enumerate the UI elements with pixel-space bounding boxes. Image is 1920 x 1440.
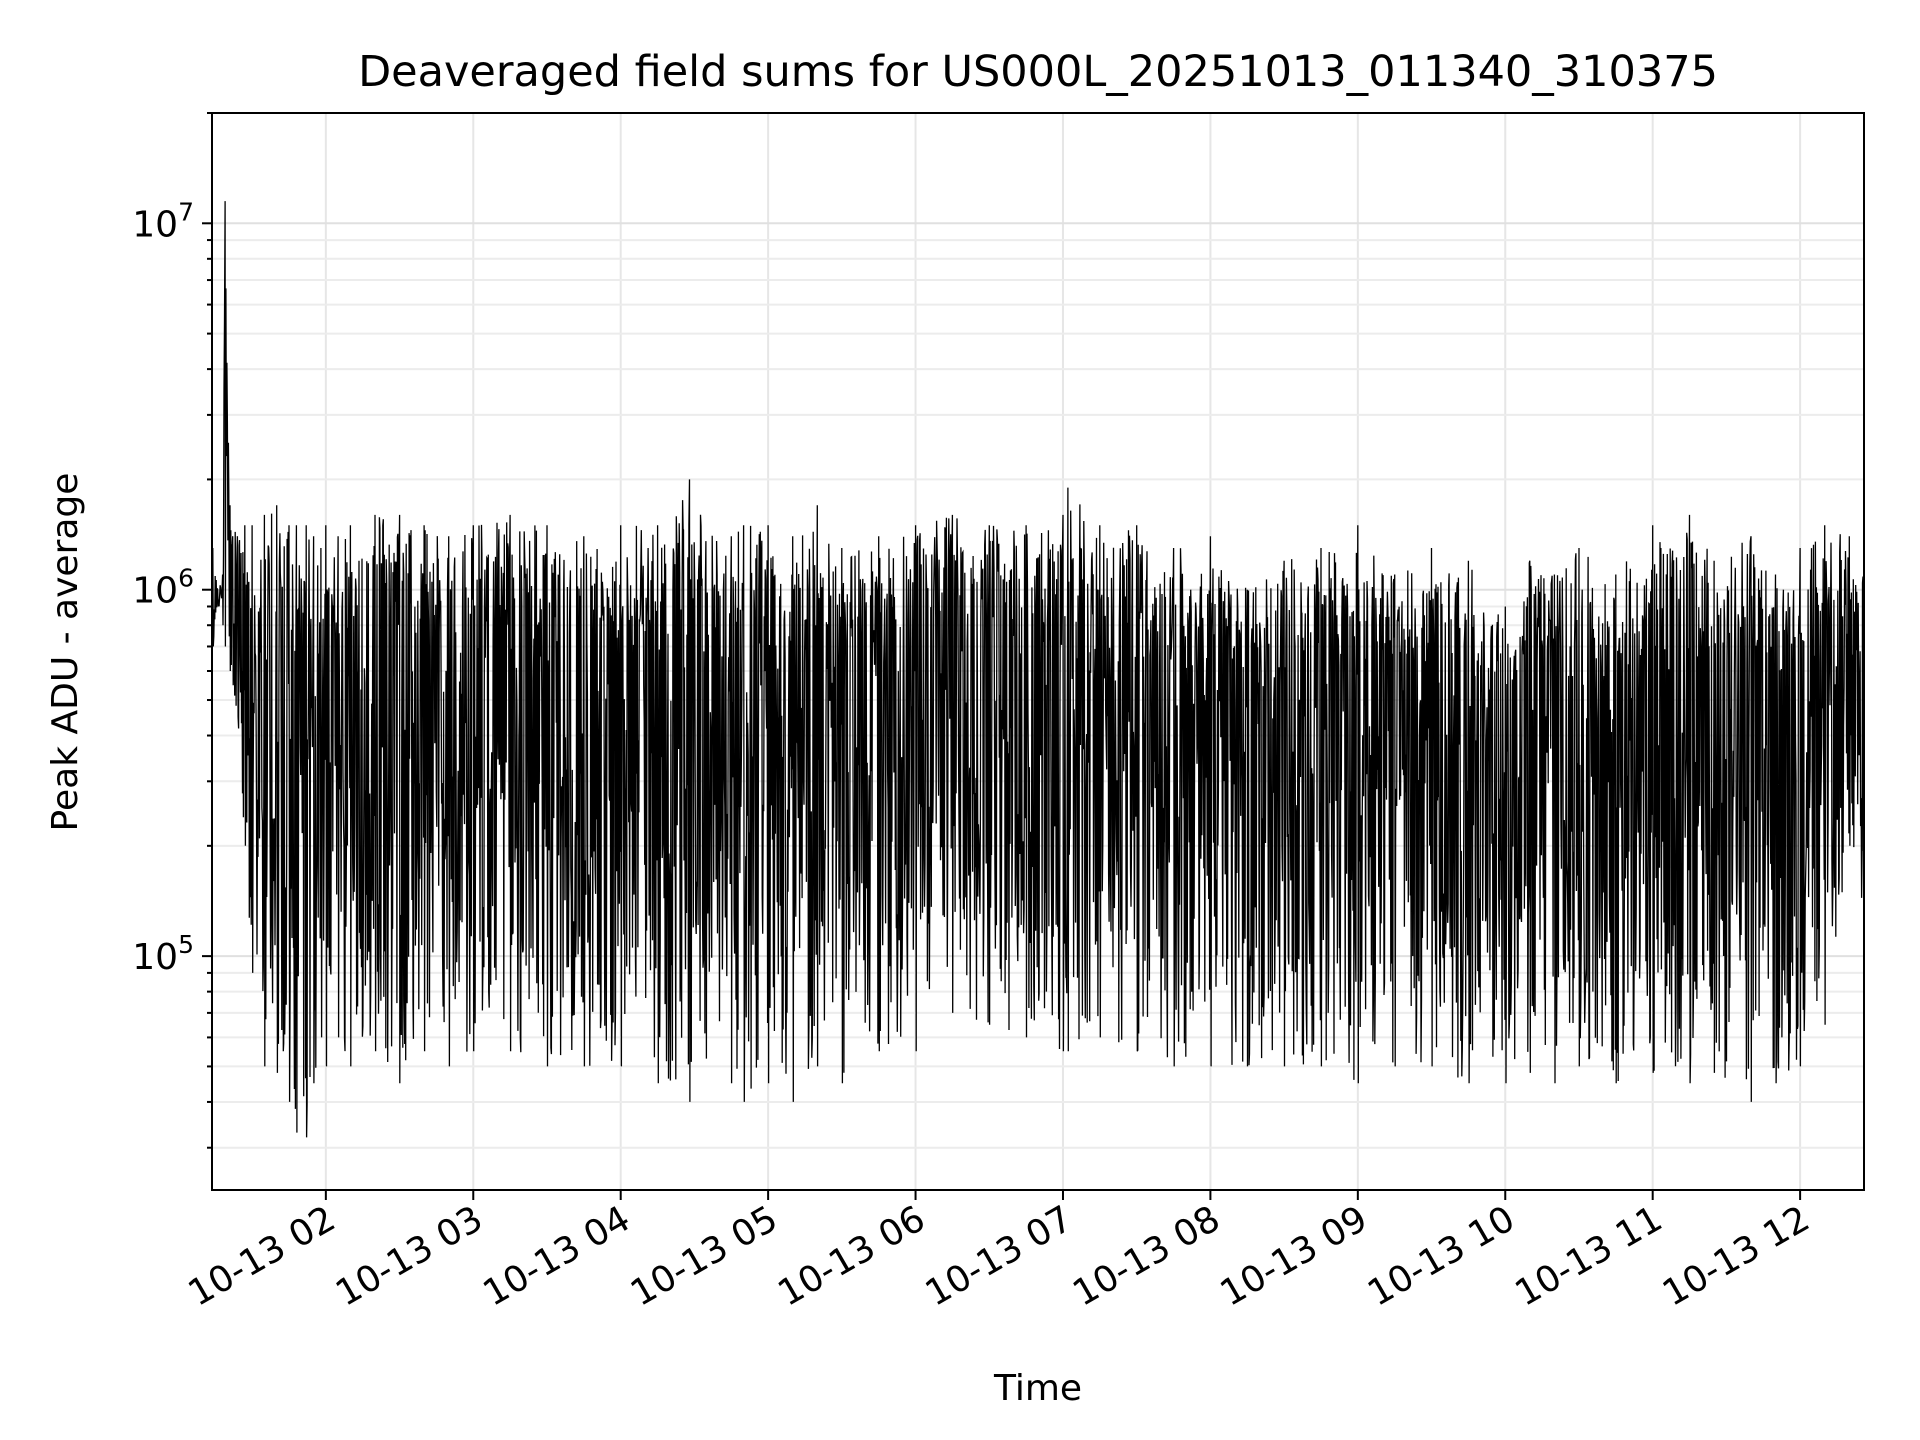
x-axis-label: Time <box>993 1368 1082 1409</box>
y-axis: 105 106 107 <box>132 112 212 1149</box>
y-tick-label: 106 <box>132 564 194 612</box>
y-axis-label: Peak ADU - average <box>45 473 86 832</box>
y-tick-label: 107 <box>132 197 194 245</box>
series-line <box>212 201 1865 1138</box>
y-tick-label: 105 <box>132 930 194 978</box>
chart-title: Deaveraged field sums for US000L_2025101… <box>358 47 1718 97</box>
plot-frame <box>211 112 1865 1191</box>
data-series <box>212 201 1865 1138</box>
